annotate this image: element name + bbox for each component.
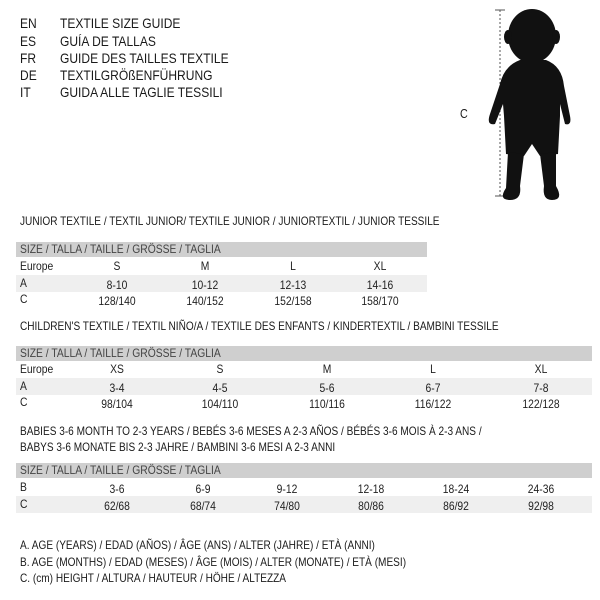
table-cell: 110/116 [309, 397, 345, 411]
table-cell: XS [110, 362, 124, 376]
size-header-bar: SIZE / TALLA / TAILLE / GRÖSSE / TAGLIA [16, 242, 427, 257]
table-cell: 122/128 [522, 397, 560, 411]
table-cell: XL [534, 362, 548, 376]
row-label: C [20, 497, 28, 511]
legend-item: C. (cm) HEIGHT / ALTURA / HAUTEUR / HÖHE… [20, 571, 287, 585]
row-shade [16, 275, 427, 292]
size-header-label: SIZE / TALLA / TAILLE / GRÖSSE / TAGLIA [20, 242, 221, 256]
table-title: BABYS 3-6 MONATE BIS 2-3 JAHRE / BAMBINI… [20, 440, 336, 454]
table-cell: 68/74 [190, 499, 216, 513]
table-cell: S [113, 259, 121, 273]
table-cell: 3-4 [109, 381, 125, 395]
size-header-label: SIZE / TALLA / TAILLE / GRÖSSE / TAGLIA [20, 463, 221, 477]
size-header-bar: SIZE / TALLA / TAILLE / GRÖSSE / TAGLIA [16, 346, 592, 361]
table-cell: 6-7 [425, 381, 441, 395]
table-cell: 12-18 [357, 482, 385, 496]
row-shade [16, 496, 592, 513]
lang-code: EN [20, 15, 37, 31]
guide-title: GUÍA DE TALLAS [60, 33, 156, 49]
size-header-bar: SIZE / TALLA / TAILLE / GRÖSSE / TAGLIA [16, 463, 592, 478]
table-cell: L [290, 259, 296, 273]
legend-item: B. AGE (MONTHS) / EDAD (MESES) / ÂGE (MO… [20, 555, 407, 569]
table-cell: 116/122 [414, 397, 452, 411]
table-cell: M [322, 362, 332, 376]
table-cell: 24-36 [527, 482, 555, 496]
height-measure-label: C [460, 107, 468, 121]
table-cell: 12-13 [279, 278, 307, 292]
table-title: BABIES 3-6 MONTH TO 2-3 YEARS / BEBÉS 3-… [20, 424, 482, 438]
table-cell: 80/86 [358, 499, 384, 513]
table-cell: XL [373, 259, 387, 273]
row-label: A [20, 379, 27, 393]
guide-title: TEXTILGRÖßENFÜHRUNG [60, 67, 213, 83]
table-cell: 5-6 [319, 381, 335, 395]
table-cell: 9-12 [276, 482, 298, 496]
table-cell: 152/158 [274, 294, 312, 308]
lang-code: IT [20, 84, 31, 100]
table-cell: 140/152 [186, 294, 224, 308]
table-cell: S [216, 362, 224, 376]
row-shade [16, 378, 592, 395]
guide-title: GUIDE DES TAILLES TEXTILE [60, 50, 229, 66]
row-label: Europe [20, 362, 54, 376]
size-header-label: SIZE / TALLA / TAILLE / GRÖSSE / TAGLIA [20, 346, 221, 360]
row-label: Europe [20, 259, 54, 273]
table-cell: 18-24 [442, 482, 470, 496]
table-title: CHILDREN'S TEXTILE / TEXTIL NIÑO/A / TEX… [20, 319, 499, 333]
table-cell: 10-12 [191, 278, 219, 292]
lang-code: FR [20, 50, 37, 66]
table-cell: 3-6 [109, 482, 125, 496]
table-title: JUNIOR TEXTILE / TEXTIL JUNIOR/ TEXTILE … [20, 214, 440, 228]
table-cell: 7-8 [533, 381, 549, 395]
table-cell: 104/110 [201, 397, 239, 411]
table-cell: 74/80 [274, 499, 300, 513]
table-cell: 8-10 [106, 278, 128, 292]
table-cell: M [200, 259, 210, 273]
child-silhouette-icon [488, 9, 571, 200]
row-label: C [20, 292, 28, 306]
row-label: B [20, 480, 27, 494]
legend-item: A. AGE (YEARS) / EDAD (AÑOS) / ÂGE (ANS)… [20, 538, 375, 552]
table-cell: 14-16 [366, 278, 394, 292]
lang-code: ES [20, 33, 37, 49]
table-cell: L [430, 362, 436, 376]
table-cell: 128/140 [98, 294, 136, 308]
table-cell: 158/170 [361, 294, 399, 308]
row-label: A [20, 276, 27, 290]
table-cell: 92/98 [528, 499, 554, 513]
guide-title: TEXTILE SIZE GUIDE [60, 15, 181, 31]
row-label: C [20, 395, 28, 409]
guide-title: GUIDA ALLE TAGLIE TESSILI [60, 84, 223, 100]
table-cell: 4-5 [212, 381, 228, 395]
lang-code: DE [20, 67, 37, 83]
table-cell: 6-9 [195, 482, 211, 496]
table-cell: 62/68 [104, 499, 130, 513]
table-cell: 86/92 [443, 499, 469, 513]
table-cell: 98/104 [101, 397, 133, 411]
